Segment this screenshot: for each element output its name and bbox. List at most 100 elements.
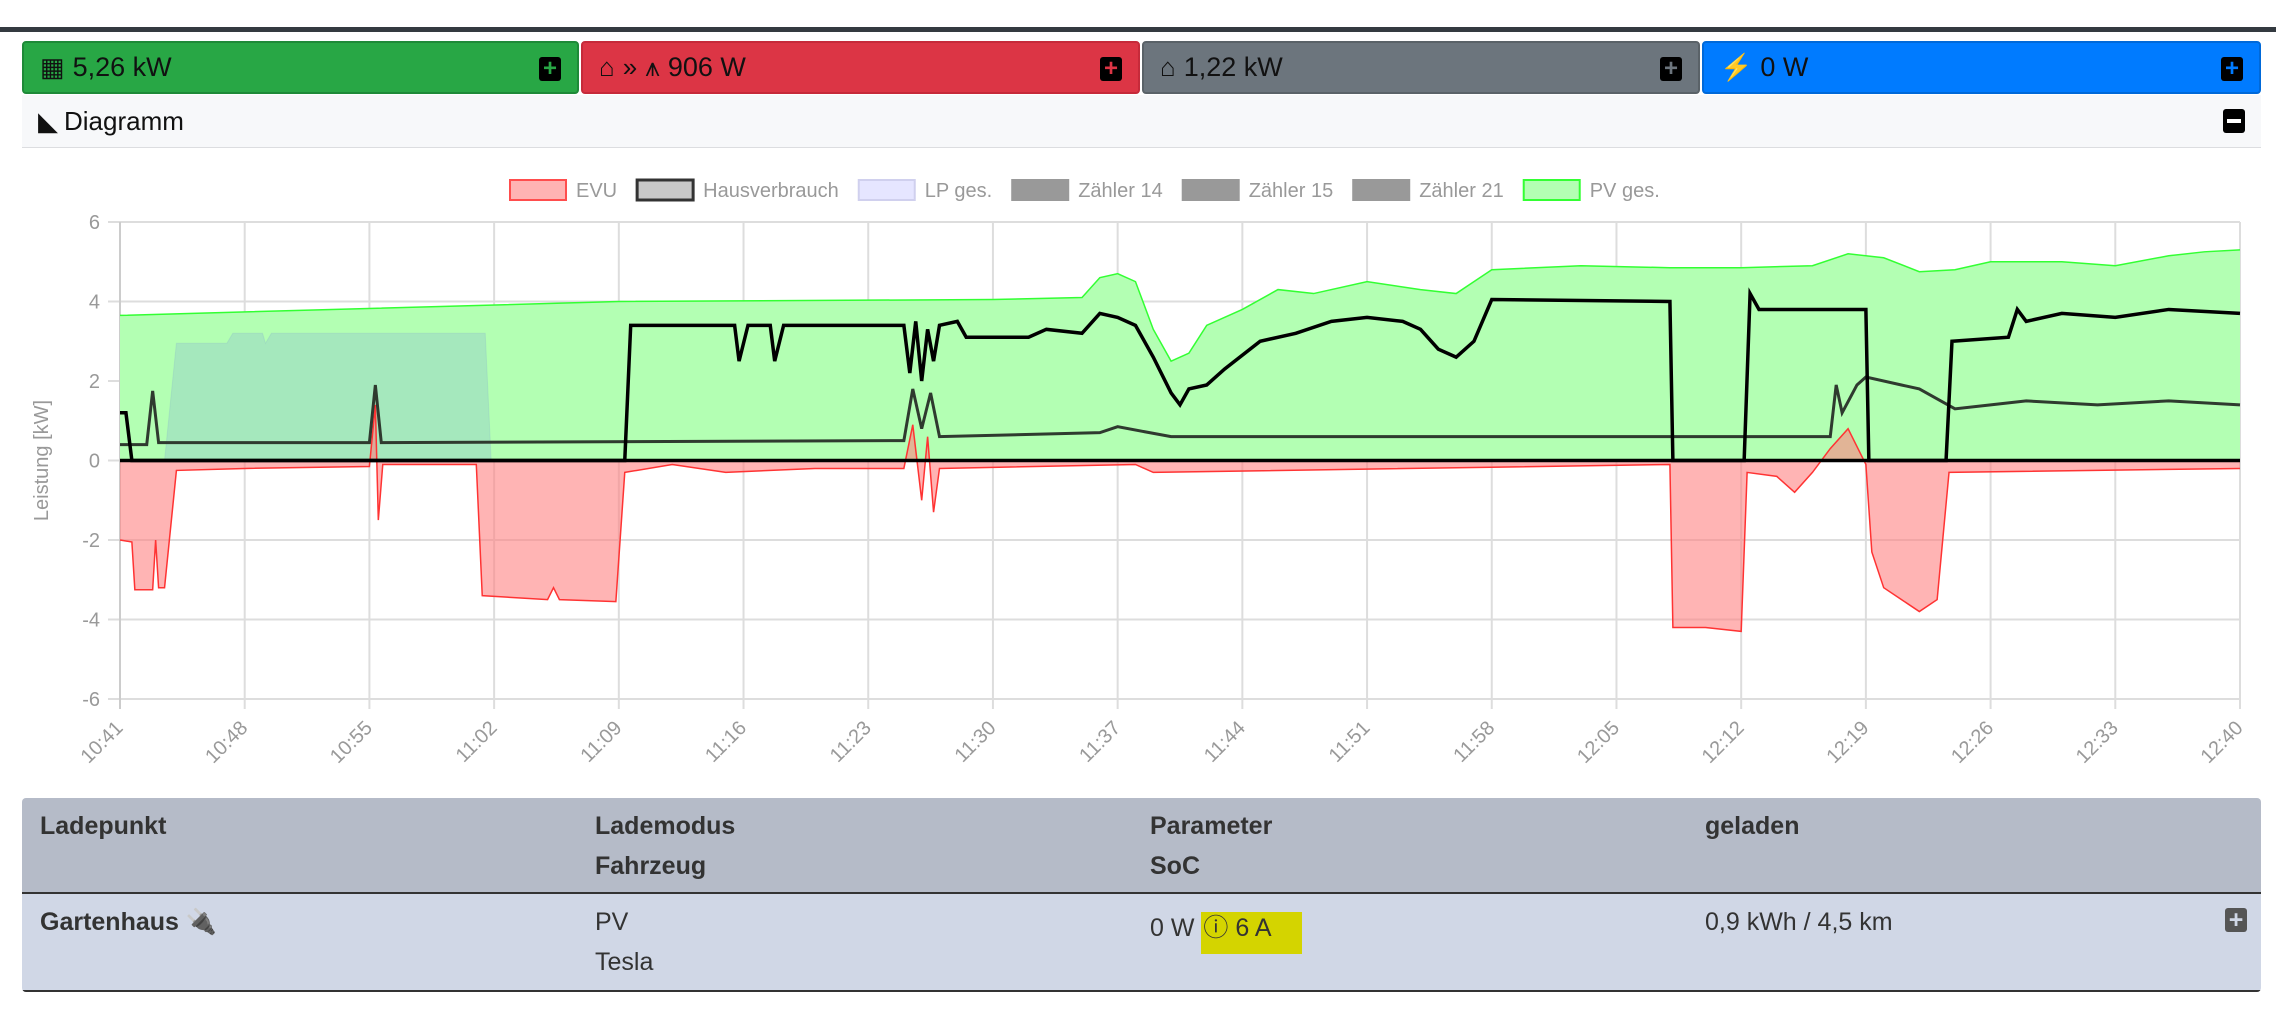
- lp-series-area: [120, 333, 2240, 461]
- house-icon: ⌂: [599, 52, 615, 82]
- header-geladen: geladen: [1705, 812, 1800, 840]
- expand-charging-button[interactable]: +: [2221, 57, 2243, 81]
- legend-swatch: [1011, 179, 1070, 201]
- legend-swatch: [1181, 179, 1240, 201]
- table-row[interactable]: Gartenhaus 🔌 PV Tesla 0 W ⓘ 6 A 0,9 kWh …: [22, 894, 2261, 992]
- charge-mode: PV: [595, 908, 629, 936]
- expand-grid-button[interactable]: +: [1100, 57, 1122, 81]
- x-tick-label: 11:23: [826, 717, 876, 767]
- legend-swatch: [635, 178, 695, 202]
- zaehler14-line: [120, 287, 2241, 463]
- solar-panel-icon: ▦: [40, 52, 65, 82]
- x-tick-label: 12:12: [1698, 717, 1749, 768]
- evu-series-line: [119, 404, 2241, 633]
- x-tick-label: 12:19: [1822, 717, 1873, 768]
- x-tick-label: 11:30: [951, 717, 1001, 767]
- legend-swatch: [1522, 179, 1581, 201]
- area-chart-icon: ◣: [38, 105, 58, 136]
- house-summary-box[interactable]: ⌂ 1,22 kW +: [1142, 41, 1700, 94]
- legend-swatch: [509, 179, 567, 201]
- x-tick-label: 10:48: [201, 717, 252, 768]
- diagram-title: Diagramm: [64, 105, 184, 136]
- charge-parameter: 0 W ⓘ 6 A: [1150, 908, 1302, 954]
- charging-station-icon: ⚡: [1720, 52, 1753, 82]
- header-fahrzeug: Fahrzeug: [595, 852, 707, 880]
- x-tick-label: 11:37: [1075, 717, 1125, 767]
- x-tick-label: 12:33: [2072, 717, 2123, 768]
- lp-series-line: [120, 332, 2240, 461]
- chargepoint-name-text: Gartenhaus: [40, 908, 179, 936]
- legend-swatch: [1352, 179, 1411, 201]
- house-power-value: 1,22 kW: [1183, 52, 1283, 82]
- y-tick-label: -6: [82, 689, 100, 711]
- collapse-diagram-button[interactable]: [2223, 109, 2245, 133]
- hausverbrauch-line: [120, 375, 2241, 447]
- power-pylon-icon: ⩚: [645, 51, 660, 82]
- chart-svg: 6 4 2 0 -2 -4 -6 10:41 10:48 10:55 11:02 11:09 11:16…: [31, 178, 2248, 768]
- chargepoint-name: Gartenhaus 🔌: [40, 908, 217, 937]
- x-tick-label: 10:55: [326, 717, 377, 768]
- diagram-header: ◣ Diagramm: [22, 95, 2261, 149]
- info-circle-icon: ⓘ: [1203, 914, 1229, 942]
- legend-label: Zähler 14: [1078, 180, 1163, 202]
- expand-pv-button[interactable]: +: [539, 57, 561, 81]
- y-tick-label: -4: [82, 610, 100, 632]
- legend-label: Hausverbrauch: [703, 180, 839, 202]
- grid-summary-box[interactable]: ⌂ » ⩚ 906 W +: [581, 41, 1140, 94]
- legend-item: PV ges.: [1522, 179, 1660, 202]
- header-soc: SoC: [1150, 852, 1200, 880]
- pv-power-value: 5,26 kW: [72, 52, 172, 82]
- x-tick-label: 12:26: [1947, 717, 1998, 768]
- pv-series-line: [119, 249, 2241, 363]
- legend-item: Zähler 15: [1181, 179, 1334, 202]
- y-tick-label: 4: [89, 292, 100, 314]
- x-tick-label: 11:44: [1200, 717, 1250, 767]
- double-chevron-right-icon: »: [622, 52, 638, 82]
- legend-item: Zähler 21: [1352, 179, 1504, 202]
- legend-label: LP ges.: [925, 180, 992, 202]
- x-tick-label: 11:16: [701, 717, 751, 767]
- grid-power-value: 906 W: [667, 52, 746, 82]
- highlighted-current: ⓘ 6 A: [1201, 912, 1302, 954]
- y-tick-label: -2: [82, 530, 100, 552]
- power-chart: 6 4 2 0 -2 -4 -6 10:41 10:48 10:55 11:02 11:09 11:16…: [22, 148, 2261, 793]
- legend-item: Hausverbrauch: [635, 178, 839, 202]
- x-tick-label: 10:41: [77, 717, 128, 768]
- legend-label: PV ges.: [1590, 180, 1660, 202]
- y-tick-label: 0: [89, 451, 100, 473]
- top-navbar: [0, 27, 2276, 32]
- table-header: Ladepunkt Lademodus Fahrzeug Parameter S…: [22, 798, 2261, 894]
- x-tick-label: 11:09: [576, 717, 626, 767]
- charge-current: 6 A: [1235, 914, 1272, 942]
- x-tick-label: 12:05: [1573, 717, 1624, 768]
- y-tick-label: 6: [89, 212, 100, 234]
- legend-item: LP ges.: [857, 179, 992, 202]
- pv-summary-box[interactable]: ▦ 5,26 kW +: [22, 41, 579, 94]
- y-axis-label: Leistung [kW]: [31, 400, 53, 521]
- header-lademodus: Lademodus: [595, 812, 736, 840]
- legend-swatch: [857, 179, 916, 201]
- legend-label: Zähler 21: [1419, 180, 1504, 202]
- charging-power-value: 0 W: [1760, 52, 1809, 82]
- x-tick-label: 12:40: [2197, 717, 2248, 768]
- house-icon: ⌂: [1160, 52, 1176, 82]
- charge-power: 0 W: [1150, 914, 1195, 942]
- y-tick-label: 2: [89, 371, 100, 393]
- legend-label: Zähler 15: [1249, 180, 1334, 202]
- x-tick-label: 11:58: [1449, 717, 1499, 767]
- legend-item: Zähler 14: [1011, 179, 1163, 202]
- pv-series-area: [120, 249, 2240, 461]
- charged-amount: 0,9 kWh / 4,5 km: [1705, 908, 1893, 936]
- x-tick-label: 11:51: [1325, 717, 1375, 767]
- legend-item: EVU: [509, 179, 617, 202]
- expand-house-button[interactable]: +: [1660, 57, 1682, 81]
- charging-summary-box[interactable]: ⚡ 0 W +: [1702, 41, 2261, 94]
- x-tick-label: 11:02: [452, 717, 502, 767]
- header-ladepunkt: Ladepunkt: [40, 812, 167, 840]
- vehicle-name: Tesla: [595, 948, 654, 976]
- expand-row-button[interactable]: +: [2225, 908, 2247, 933]
- chargepoint-table: Ladepunkt Lademodus Fahrzeug Parameter S…: [22, 798, 2261, 992]
- plug-icon: 🔌: [185, 908, 218, 936]
- legend-label: EVU: [576, 180, 617, 202]
- header-parameter: Parameter: [1150, 812, 1273, 840]
